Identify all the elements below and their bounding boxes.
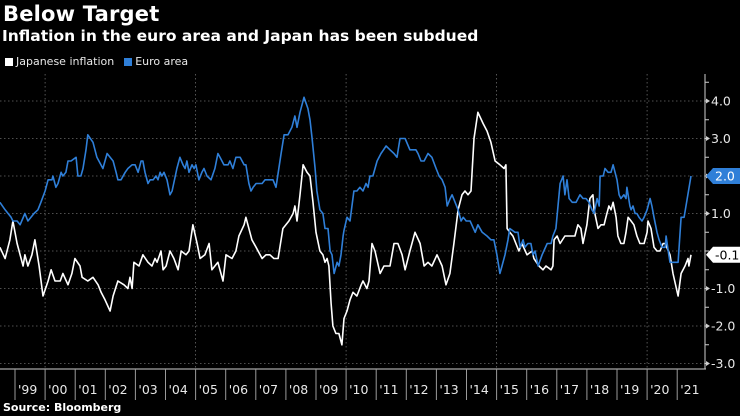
series-line-japan [0, 111, 692, 346]
x-tick-label: '06 [229, 382, 248, 397]
legend-label-euro: Euro area [135, 55, 189, 68]
x-tick-label: '99 [18, 382, 37, 397]
legend-swatch-japan [5, 57, 13, 66]
x-axis: '99 '00 '01 '02 '03 '04 '05 '06 '07 '08 '09 '10 '11 '… [0, 368, 706, 400]
x-tick-label: '09 [319, 382, 338, 397]
x-tick-label: '16 [530, 382, 549, 397]
x-tick-label: '01 [78, 382, 97, 397]
legend-label-japan: Japanese inflation [16, 55, 115, 68]
last-value-badge-euro [706, 168, 740, 184]
y-tick-marker [706, 211, 710, 216]
y-tick-label: 4.0 [711, 94, 731, 109]
series-lines [0, 96, 692, 346]
legend-item-euro: Euro area [124, 55, 188, 68]
last-value-label-japan: -0.1 [715, 247, 739, 262]
last-value-badge-japan [706, 246, 740, 263]
last-value-labels: -0.1 2.0 [706, 168, 740, 263]
y-tick-label: 3.0 [711, 131, 731, 146]
x-tick-label: '21 [680, 382, 699, 397]
y-tick-label: -3.0 [711, 356, 735, 371]
x-tick-label: '19 [620, 382, 639, 397]
chart-subtitle: Inflation in the euro area and Japan has… [2, 27, 479, 45]
y-tick-marker [706, 323, 710, 329]
x-tick-label: '05 [199, 382, 218, 397]
x-tick-label: '10 [349, 382, 368, 397]
legend-item-japan: Japanese inflation [5, 55, 114, 68]
legend: Japanese inflation Euro area [5, 55, 198, 68]
x-tick-label: '17 [560, 382, 579, 397]
x-tick-label: '15 [500, 382, 519, 397]
x-tick-label: '02 [108, 382, 127, 397]
x-tick-label: '14 [470, 382, 489, 397]
y-tick-marker [706, 361, 710, 366]
x-tick-label: '13 [439, 382, 458, 397]
x-tick-label: '04 [169, 382, 188, 397]
x-tick-label: '00 [48, 382, 67, 397]
x-tick-label: '11 [379, 382, 398, 397]
x-tick-label: '07 [259, 382, 278, 397]
chart-title: Below Target [3, 2, 160, 26]
x-tick-label: '03 [138, 382, 157, 397]
y-axis: 4.0 3.0 2.0 1.0 -1.0 -2.0 -3.0 [704, 74, 735, 371]
x-tick-label: '08 [289, 382, 308, 397]
x-tick-label: '12 [409, 382, 428, 397]
y-tick-marker [706, 136, 710, 141]
legend-swatch-euro [124, 57, 133, 66]
series-line-euro [0, 96, 692, 275]
y-tick-marker [706, 98, 710, 104]
y-tick-label: -2.0 [711, 319, 735, 334]
source-note: Source: Bloomberg [3, 401, 122, 414]
gridlines [0, 74, 705, 369]
x-tick-label: '18 [590, 382, 609, 397]
x-tick-label: '20 [650, 382, 669, 397]
y-tick-label: -1.0 [711, 281, 735, 296]
y-tick-label: 1.0 [711, 206, 731, 221]
last-value-label-euro: 2.0 [715, 169, 735, 184]
y-tick-marker [706, 286, 710, 291]
